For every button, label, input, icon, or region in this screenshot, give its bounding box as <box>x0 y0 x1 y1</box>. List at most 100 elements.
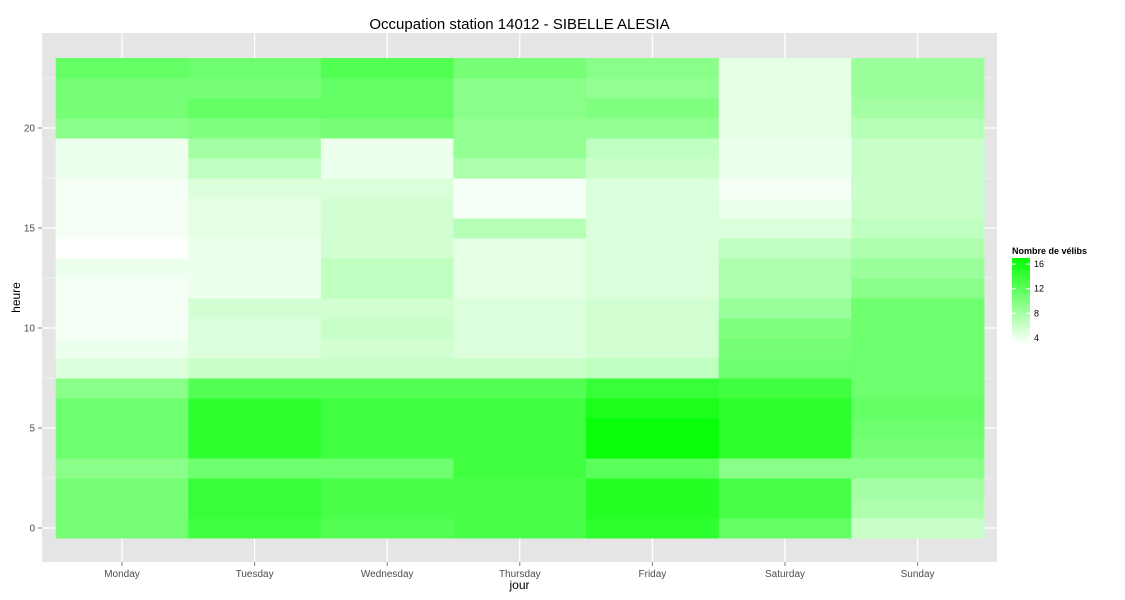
heatmap-tile <box>55 478 189 499</box>
legend-ticks: 4 8 12 16 <box>1012 259 1044 343</box>
heatmap-tile <box>320 78 454 99</box>
heatmap-tile <box>453 338 587 359</box>
heatmap-tile <box>718 98 852 119</box>
heatmap-tile <box>851 338 985 359</box>
x-tick-label: Sunday <box>901 569 935 580</box>
heatmap-tile <box>586 478 720 499</box>
heatmap-tile <box>586 158 720 179</box>
heatmap-tile <box>718 318 852 339</box>
heatmap-tile <box>188 398 322 419</box>
heatmap-tile <box>320 518 454 539</box>
heatmap-tile <box>55 98 189 119</box>
heatmap-tile <box>320 198 454 219</box>
heatmap-tile <box>320 98 454 119</box>
heatmap-tile <box>320 418 454 439</box>
heatmap-tile <box>718 178 852 199</box>
heatmap-tile <box>55 118 189 139</box>
heatmap-tile <box>586 338 720 359</box>
heatmap-tile <box>55 158 189 179</box>
heatmap-tile <box>453 518 587 539</box>
heatmap-tile <box>586 278 720 299</box>
heatmap-tile <box>55 398 189 419</box>
legend-label: 12 <box>1034 284 1044 294</box>
heatmap-tile <box>586 98 720 119</box>
heatmap-tile <box>453 258 587 279</box>
tick-layer: Monday Tuesday Wednesday Thursday Friday Satu… <box>24 124 935 581</box>
heatmap-tile <box>586 218 720 239</box>
heatmap-tile <box>453 458 587 479</box>
heatmap-tile <box>586 298 720 319</box>
heatmap-tile <box>851 398 985 419</box>
heatmap-tile <box>718 478 852 499</box>
heatmap-tile <box>320 318 454 339</box>
heatmap-tile <box>586 198 720 219</box>
heatmap-tile <box>586 258 720 279</box>
heatmap-tile <box>718 198 852 219</box>
heatmap-tile <box>320 438 454 459</box>
heatmap-tile <box>188 438 322 459</box>
heatmap-tile <box>718 158 852 179</box>
heatmap-tile <box>188 58 322 79</box>
heatmap-tile <box>851 58 985 79</box>
heatmap-tile <box>586 458 720 479</box>
color-legend: Nombre de vélibs 4 8 12 16 <box>1012 246 1087 344</box>
heatmap-tile <box>851 458 985 479</box>
heatmap-tile <box>718 78 852 99</box>
heatmap-tile <box>851 298 985 319</box>
heatmap-tile <box>55 318 189 339</box>
heatmap-tile <box>453 178 587 199</box>
heatmap-tile <box>55 338 189 359</box>
heatmap-tile <box>586 238 720 259</box>
heatmap-tile <box>586 178 720 199</box>
heatmap-tile <box>55 498 189 519</box>
heatmap-tile <box>188 158 322 179</box>
heatmap-tile <box>188 198 322 219</box>
heatmap-tile <box>55 198 189 219</box>
legend-title: Nombre de vélibs <box>1012 246 1087 256</box>
heatmap-tile <box>55 298 189 319</box>
heatmap-tile <box>453 298 587 319</box>
heatmap-tile <box>55 138 189 159</box>
heatmap-tile <box>718 138 852 159</box>
heatmap-tile <box>55 238 189 259</box>
heatmap-tile <box>586 78 720 99</box>
heatmap-tile <box>718 338 852 359</box>
heatmap-tile <box>320 278 454 299</box>
heatmap-tile <box>453 238 587 259</box>
heatmap-tile <box>718 378 852 399</box>
heatmap-tile <box>718 398 852 419</box>
heatmap-tile <box>453 438 587 459</box>
heatmap-tile <box>55 78 189 99</box>
heatmap-tile <box>718 518 852 539</box>
heatmap-tile <box>188 78 322 99</box>
heatmap-tile <box>586 58 720 79</box>
chart-title: Occupation station 14012 - SIBELLE ALESI… <box>369 16 669 33</box>
heatmap-tile <box>188 98 322 119</box>
y-tick-label: 0 <box>29 524 35 535</box>
x-tick-label: Thursday <box>499 569 541 580</box>
heatmap-tile <box>851 478 985 499</box>
heatmap-tile <box>55 278 189 299</box>
heatmap-tile <box>55 378 189 399</box>
heatmap-tile <box>851 418 985 439</box>
heatmap-tile <box>188 138 322 159</box>
heatmap-tile <box>188 498 322 519</box>
heatmap-tile <box>320 118 454 139</box>
x-tick-label: Wednesday <box>361 569 414 580</box>
heatmap-tile <box>453 478 587 499</box>
heatmap-tile <box>851 198 985 219</box>
legend-label: 16 <box>1034 259 1044 269</box>
heatmap-tile <box>718 238 852 259</box>
legend-label: 8 <box>1034 308 1039 318</box>
heatmap-tile <box>320 398 454 419</box>
heatmap-tile <box>55 418 189 439</box>
heatmap-tile <box>586 138 720 159</box>
heatmap-tile <box>586 118 720 139</box>
heatmap-tile <box>188 458 322 479</box>
heatmap-tile <box>453 118 587 139</box>
heatmap-tile <box>586 398 720 419</box>
heatmap-tile <box>453 218 587 239</box>
y-axis-title: heure <box>9 282 23 313</box>
heatmap-tile <box>851 318 985 339</box>
heatmap-tile <box>55 178 189 199</box>
